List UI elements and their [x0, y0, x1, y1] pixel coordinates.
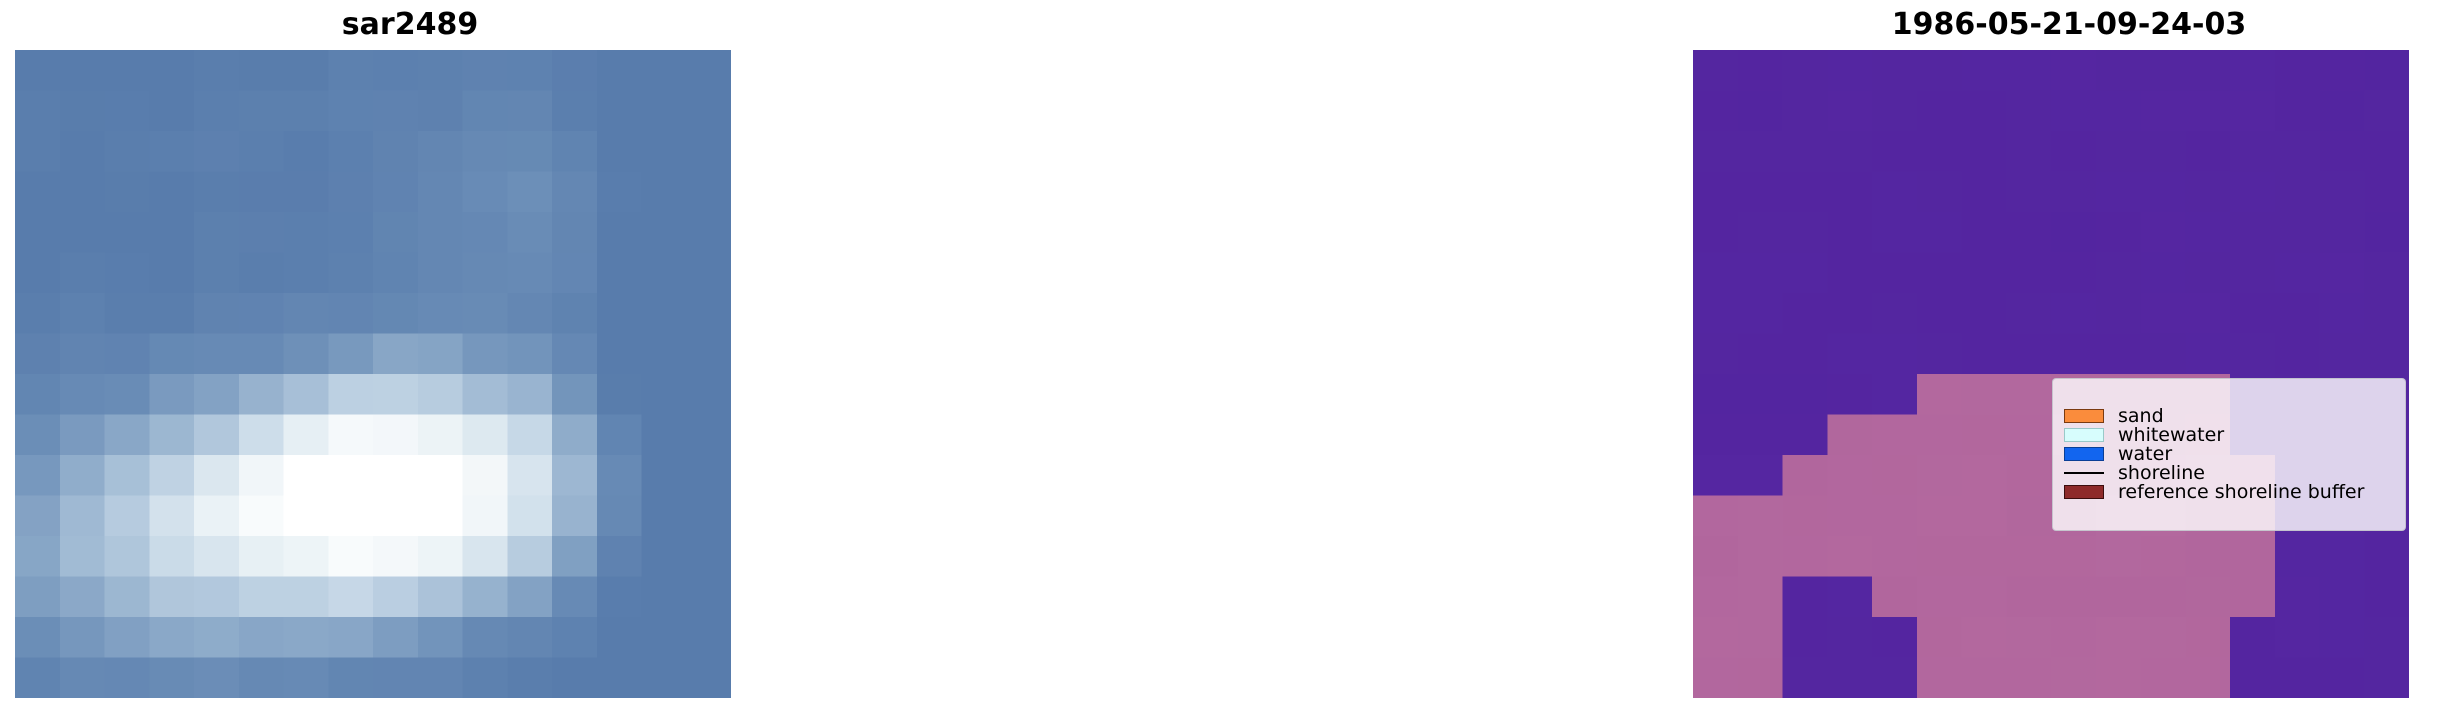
- legend-box[interactable]: sand whitewater water shoreline: [2052, 378, 2406, 531]
- legend-label-whitewater: whitewater: [2118, 423, 2225, 446]
- legend-item-whitewater[interactable]: whitewater: [2062, 423, 2395, 446]
- legend-item-shoreline[interactable]: shoreline: [2062, 461, 2395, 484]
- legend-label-shoreline: shoreline: [2118, 461, 2205, 484]
- axes-classification[interactable]: [1693, 50, 2409, 698]
- classification-raster[interactable]: [1693, 50, 2409, 698]
- axes-sar2489[interactable]: [15, 50, 731, 698]
- panel-classification-map: 1986-05-21-09-24-03 sand whitewater: [1640, 0, 2460, 703]
- legend-line-shoreline: [2062, 464, 2106, 483]
- legend-label-reference-shoreline-buffer: reference shoreline buffer: [2118, 480, 2365, 503]
- legend-swatch-sand: [2062, 407, 2106, 426]
- panel-title-2: 1986-05-21-09-24-03: [1891, 7, 2247, 42]
- legend-swatch-whitewater: [2062, 426, 2106, 445]
- legend-swatch-water: [2062, 445, 2106, 464]
- legend-label-sand: sand: [2118, 404, 2164, 427]
- sar-backscatter-raster[interactable]: [15, 50, 731, 698]
- legend-item-water[interactable]: water: [2062, 442, 2395, 465]
- legend-swatch-reference-shoreline-buffer: [2062, 483, 2106, 502]
- panel-title-1: sar2489: [341, 7, 479, 42]
- panel-sar2489: sar2489: [0, 0, 820, 703]
- legend-label-water: water: [2118, 442, 2173, 465]
- legend-item-reference-shoreline-buffer[interactable]: reference shoreline buffer: [2062, 480, 2395, 503]
- legend-item-sand[interactable]: sand: [2062, 404, 2395, 427]
